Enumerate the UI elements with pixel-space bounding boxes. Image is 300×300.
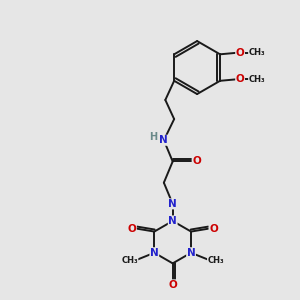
Text: N: N — [150, 248, 159, 258]
Text: N: N — [160, 135, 168, 145]
Text: CH₃: CH₃ — [249, 48, 265, 57]
Text: O: O — [236, 74, 244, 84]
Text: O: O — [209, 224, 218, 234]
Text: CH₃: CH₃ — [208, 256, 224, 265]
Text: CH₃: CH₃ — [121, 256, 138, 265]
Text: CH₃: CH₃ — [249, 75, 265, 84]
Text: H: H — [149, 132, 158, 142]
Text: N: N — [187, 248, 195, 258]
Text: O: O — [168, 280, 177, 290]
Text: O: O — [192, 157, 201, 166]
Text: O: O — [128, 224, 136, 234]
Text: N: N — [168, 199, 177, 209]
Text: N: N — [168, 216, 177, 226]
Text: O: O — [236, 48, 244, 58]
